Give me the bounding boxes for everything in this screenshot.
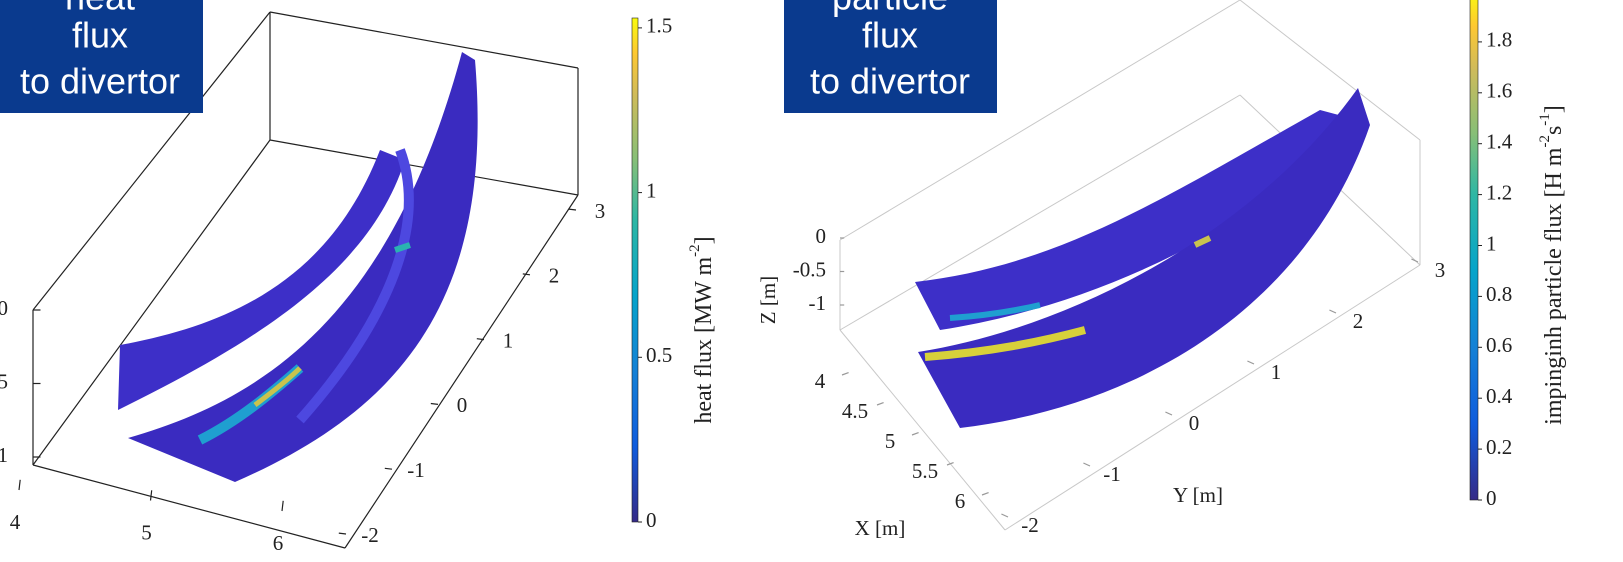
x-tick-label: 4.5 (842, 399, 868, 423)
tick-mark (1247, 361, 1254, 364)
tick-mark (877, 403, 884, 405)
z-tick-label: -0.5 (0, 369, 8, 393)
x-tick-label: 4 (815, 369, 826, 393)
tick-mark (151, 490, 152, 500)
x-axis-label: X [m] (855, 516, 906, 540)
y-tick-label: -1 (1103, 462, 1121, 486)
tick-mark (982, 493, 989, 495)
y-tick-label: -2 (1021, 513, 1039, 537)
tick-mark (912, 433, 919, 435)
colorbar-tick-label: 0.8 (1486, 282, 1512, 306)
tick-mark (385, 468, 392, 469)
box-text: flux (72, 15, 128, 56)
tick-mark (1329, 310, 1336, 313)
x-tick-label: 5 (885, 429, 896, 453)
surface (915, 88, 1370, 428)
tick-mark (431, 404, 438, 405)
tick-mark (1083, 463, 1090, 466)
label-part: heat flux [MW m (691, 256, 717, 423)
y-tick-label: 3 (595, 199, 606, 223)
label-part: -2 (687, 244, 703, 257)
x-tick-label: 6 (955, 489, 966, 513)
colorbar-tick-label: 0 (1486, 486, 1497, 510)
z-tick-label: -1 (0, 443, 8, 467)
colorbar-tick-label: 1.2 (1486, 180, 1512, 204)
z-tick-label: 0 (0, 296, 8, 320)
z-tick-label: -1 (809, 291, 827, 315)
box-text: to divertor (20, 61, 180, 102)
colorbar-tick-label: 1 (1486, 231, 1497, 255)
tick-mark (842, 373, 849, 375)
colorbar-label: impinginh particle flux [H m-2s-1] (1537, 105, 1566, 425)
x-tick-label: 5 (141, 520, 152, 544)
z-tick-label: 0 (816, 224, 827, 248)
box-text: flux (862, 15, 918, 56)
colorbar-tick-label: 1.8 (1486, 28, 1512, 52)
label-part: impinginh particle flux [H m (1541, 147, 1567, 425)
y-tick-label: -1 (407, 458, 425, 482)
x-tick-label: 4 (10, 510, 21, 534)
label-part: ] (691, 236, 717, 244)
y-tick-label: 3 (1435, 258, 1446, 282)
tick-mark (282, 501, 283, 511)
y-tick-label: 2 (549, 264, 560, 288)
tick-mark (569, 209, 576, 210)
colorbar-tick-label: 1.6 (1486, 79, 1512, 103)
tick-mark (523, 274, 530, 275)
y-tick-label: 1 (1271, 360, 1282, 384)
y-tick-label: 0 (1189, 411, 1200, 435)
box-text: to divertor (810, 61, 970, 102)
tick-mark (19, 480, 20, 490)
colorbar-tick-label: 1 (646, 178, 657, 202)
tick-mark (1001, 514, 1008, 517)
figure: heat flux to divertor particle flux to d… (0, 0, 1623, 562)
colorbar-tick-label: 1.5 (646, 14, 672, 38)
label-part: s (1541, 126, 1567, 135)
y-tick-label: 2 (1353, 309, 1364, 333)
label-part: ] (1541, 105, 1567, 113)
colorbar-label: heat flux [MW m-2] (687, 236, 716, 423)
colorbar-tick-label: 0 (646, 508, 657, 532)
colorbar-tick-label: 0.2 (1486, 435, 1512, 459)
colorbar-tick-label: 0.4 (1486, 384, 1513, 408)
y-tick-label: -2 (361, 523, 379, 547)
tick-mark (1165, 412, 1172, 415)
z-tick-label: -0.5 (793, 257, 826, 281)
tick-mark (339, 533, 346, 534)
colorbar (1470, 0, 1478, 500)
colorbar (632, 18, 638, 522)
label-part: -1 (1537, 113, 1553, 126)
y-axis-label: Y [m] (1173, 483, 1223, 507)
x-tick-label: 6 (273, 531, 284, 555)
colorbar-tick-label: 0.6 (1486, 333, 1512, 357)
label-part: -2 (1537, 135, 1553, 148)
z-axis-label: Z [m] (756, 276, 780, 324)
colorbar-tick-label: 1.4 (1486, 130, 1513, 154)
surface (118, 52, 478, 482)
y-tick-label: 1 (503, 328, 514, 352)
y-tick-label: 0 (457, 393, 468, 417)
x-tick-label: 5.5 (912, 459, 938, 483)
colorbar-tick-label: 0.5 (646, 343, 672, 367)
